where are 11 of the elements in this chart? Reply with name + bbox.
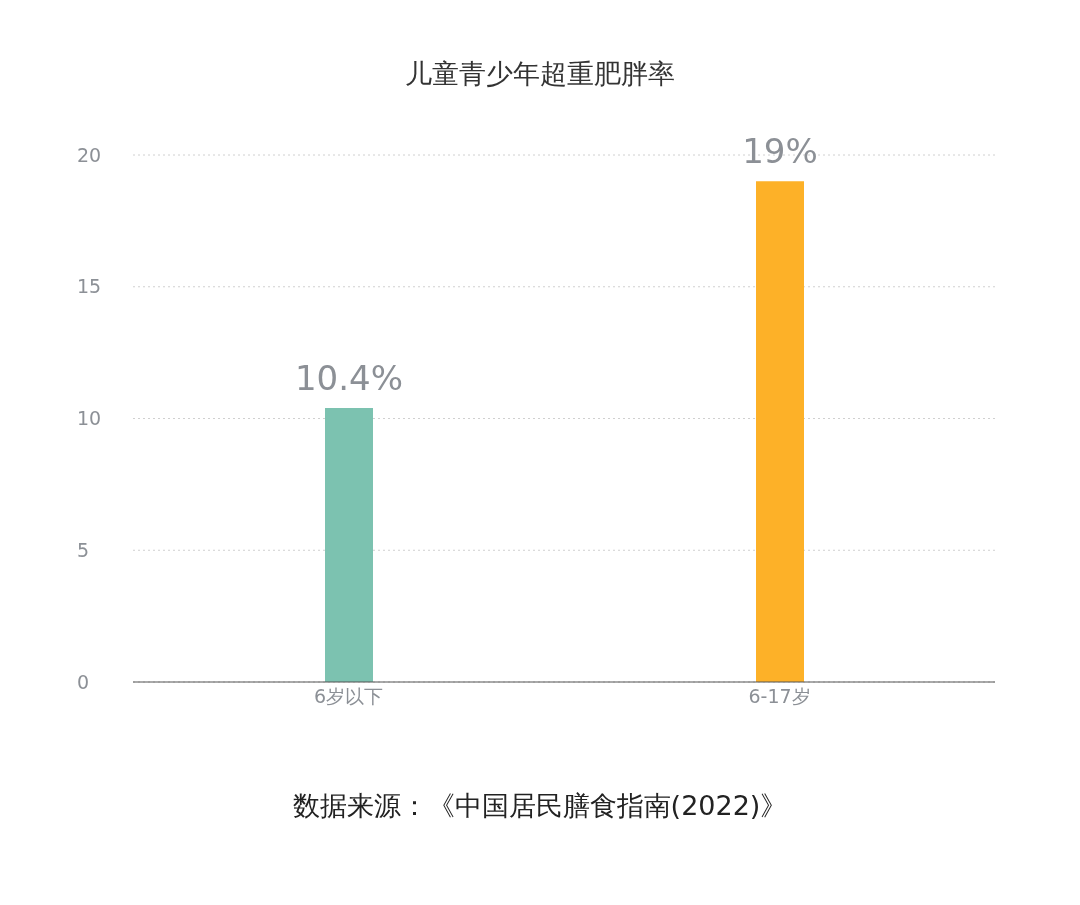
y-tick-label: 20 [77,143,102,166]
data-label: 19% [742,131,818,172]
y-tick-label: 15 [77,275,102,298]
source-note: 数据来源：《中国居民膳食指南(2022)》 [291,789,789,823]
x-tick-label: 6-17岁 [748,685,811,708]
x-tick-label: 6岁以下 [313,685,384,708]
y-tick-label: 10 [77,407,102,430]
y-tick-label: 5 [77,538,90,561]
y-tick-label: 0 [77,670,90,693]
data-label: 10.4% [294,357,404,398]
chart-title: 儿童青少年超重肥胖率 [404,57,676,91]
